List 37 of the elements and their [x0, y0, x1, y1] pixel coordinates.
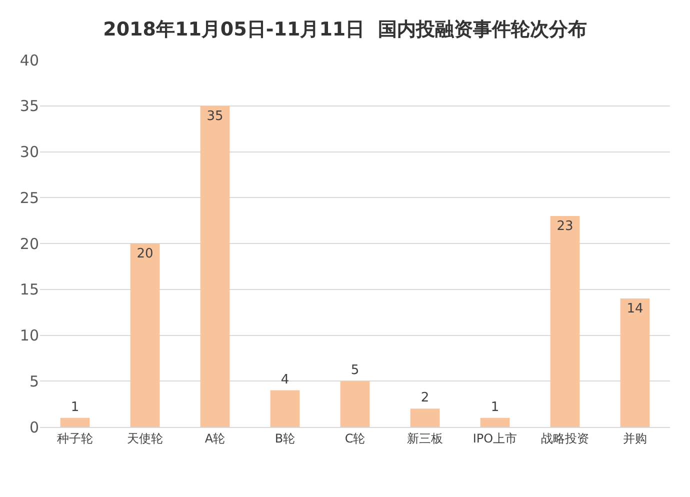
bar [200, 106, 230, 427]
data-label: 35 [206, 108, 224, 124]
data-label: 23 [556, 218, 574, 234]
data-label: 1 [490, 400, 500, 415]
x-tick-label: A轮 [204, 431, 226, 446]
y-tick-label: 15 [20, 280, 39, 299]
bar [550, 216, 580, 427]
data-label: 4 [280, 372, 290, 388]
data-label: 2 [420, 390, 430, 406]
bar [130, 244, 160, 427]
y-tick-label: 25 [20, 188, 39, 207]
data-label: 1 [70, 400, 80, 415]
bar [270, 390, 300, 427]
bar [340, 381, 370, 427]
bar [480, 418, 510, 427]
data-label: 5 [350, 363, 360, 378]
bar [410, 408, 440, 427]
y-tick-label: 5 [29, 372, 39, 390]
x-tick-label: C轮 [344, 431, 366, 446]
y-tick-label: 30 [20, 143, 39, 161]
y-tick-label: 20 [20, 234, 39, 253]
x-tick-label: B轮 [274, 431, 296, 446]
data-label: 14 [626, 302, 644, 317]
x-tick-label: 并购 [623, 431, 647, 446]
x-tick-label: IPO上市 [472, 431, 518, 446]
x-tick-label: 种子轮 [57, 431, 93, 446]
data-label: 20 [136, 246, 154, 262]
x-tick-label: 天使轮 [127, 431, 163, 446]
bar [620, 298, 650, 427]
x-tick-label: 战略投资 [541, 431, 589, 446]
x-tick-label: 新三板 [407, 431, 443, 446]
y-tick-label: 0 [29, 418, 39, 436]
chart-title: 2018年11月05日-11月11日 国内投融资事件轮次分布 [103, 18, 587, 41]
y-tick-label: 10 [20, 326, 39, 344]
y-tick-label: 40 [20, 51, 39, 70]
y-tick-label: 35 [20, 97, 39, 116]
bar [60, 418, 90, 427]
